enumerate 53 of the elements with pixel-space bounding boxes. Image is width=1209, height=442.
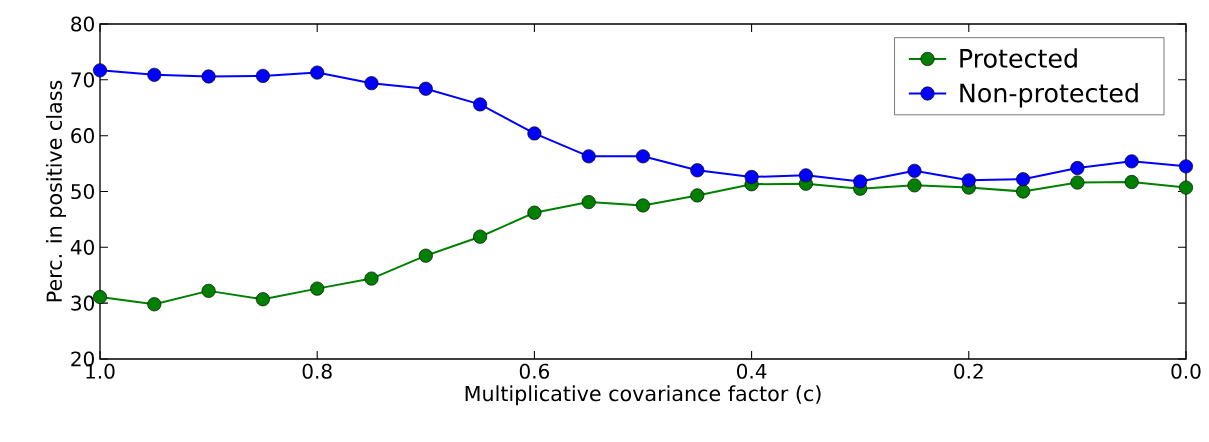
point (473, 229, 488, 244)
point (690, 188, 705, 203)
point (744, 169, 759, 184)
point (1070, 175, 1085, 190)
x-tick-label: 0.6 (519, 363, 550, 379)
point (907, 178, 922, 193)
point (364, 271, 379, 286)
y-tick-label: 30 (71, 295, 94, 311)
point (255, 292, 270, 307)
point (1016, 172, 1031, 187)
point (1124, 154, 1139, 169)
x-tick-label: 0.2 (954, 363, 983, 379)
y-tick-label: 80 (71, 16, 94, 32)
y-tick-label: 50 (71, 183, 94, 200)
y-tick-label: 70 (71, 72, 94, 88)
point (1124, 174, 1139, 190)
y-tick-label: 60 (71, 128, 94, 144)
point (798, 168, 813, 183)
point (635, 198, 650, 213)
x-tick-label: 0.8 (302, 363, 332, 379)
y-tick-label: 40 (70, 239, 94, 255)
point (418, 81, 433, 96)
point (1178, 180, 1193, 195)
point (635, 149, 650, 164)
point (1070, 161, 1085, 176)
point (527, 205, 542, 220)
point (93, 290, 108, 305)
point (581, 195, 596, 210)
point (527, 126, 542, 141)
point (853, 174, 868, 189)
legend-label: Non-protected (960, 82, 1138, 108)
legend-label: Protected (960, 48, 1077, 68)
point (310, 281, 325, 296)
point (581, 149, 596, 164)
point (690, 163, 705, 178)
point (1016, 184, 1031, 199)
point (147, 297, 162, 312)
point (1178, 159, 1193, 174)
point (418, 248, 433, 263)
point (147, 67, 162, 82)
x-axis-title: Multiplicative covariance factor (c) (465, 385, 821, 406)
point (907, 163, 922, 178)
x-tick-label: 0.0 (1171, 363, 1201, 379)
y-axis-title: Perc. in positive class (46, 80, 67, 302)
point (201, 283, 216, 298)
point (961, 173, 976, 188)
point (473, 97, 488, 112)
point (93, 63, 108, 78)
point (255, 68, 270, 83)
point (364, 76, 379, 91)
point (201, 69, 216, 84)
x-tick-label: 0.4 (737, 363, 767, 379)
point (310, 65, 325, 80)
